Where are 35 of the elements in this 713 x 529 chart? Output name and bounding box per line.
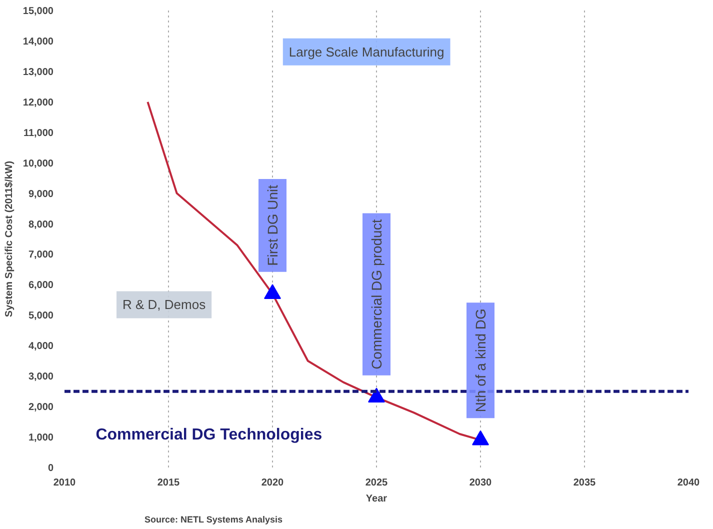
annotation: Nth of a kind DG bbox=[472, 308, 488, 412]
x-tick-label: 2015 bbox=[157, 478, 180, 488]
x-tick-label: 2020 bbox=[261, 478, 284, 488]
x-tick-label: 2040 bbox=[677, 478, 700, 488]
y-tick-label: 0 bbox=[48, 463, 54, 474]
annotation: Commercial DG product bbox=[368, 219, 384, 370]
y-tick-label: 8,000 bbox=[28, 219, 54, 230]
y-tick-label: 9,000 bbox=[28, 188, 54, 200]
y-tick-label: 3,000 bbox=[28, 372, 54, 383]
y-tick-label: 7,000 bbox=[28, 250, 54, 261]
point bbox=[264, 284, 281, 299]
annotation: First DG Unit bbox=[264, 184, 280, 266]
source-note: Source: NETL Systems Analysis bbox=[144, 514, 283, 524]
x-axis-title: Year bbox=[366, 494, 388, 504]
y-tick-label: 13,000 bbox=[22, 66, 54, 78]
x-tick-label: 2030 bbox=[469, 478, 492, 488]
y-tick-label: 10,000 bbox=[22, 158, 54, 170]
x-tick-label: 2035 bbox=[573, 478, 596, 488]
annotation: R & D, Demos bbox=[122, 297, 206, 312]
ref-line-label: Commercial DG Technologies bbox=[96, 426, 322, 444]
x-tick-label: 2010 bbox=[53, 478, 76, 488]
y-tick-label: 6,000 bbox=[28, 280, 54, 292]
y-tick-label: 12,000 bbox=[22, 97, 54, 108]
y-tick-label: 5,000 bbox=[28, 310, 54, 322]
y-tick-label: 1,000 bbox=[28, 432, 54, 444]
y-tick-label: 14,000 bbox=[22, 36, 54, 48]
y-tick-label: 15,000 bbox=[22, 6, 54, 17]
point bbox=[472, 430, 489, 446]
annotation: Large Scale Manufacturing bbox=[288, 44, 444, 60]
x-tick-label: 2025 bbox=[365, 478, 388, 488]
y-tick-label: 4,000 bbox=[28, 341, 54, 352]
y-tick-label: 2,000 bbox=[28, 402, 54, 414]
y-axis-title: System Specific Cost (2011$/kW) bbox=[4, 160, 15, 318]
y-tick-label: 11,000 bbox=[23, 128, 54, 139]
point bbox=[368, 388, 385, 403]
